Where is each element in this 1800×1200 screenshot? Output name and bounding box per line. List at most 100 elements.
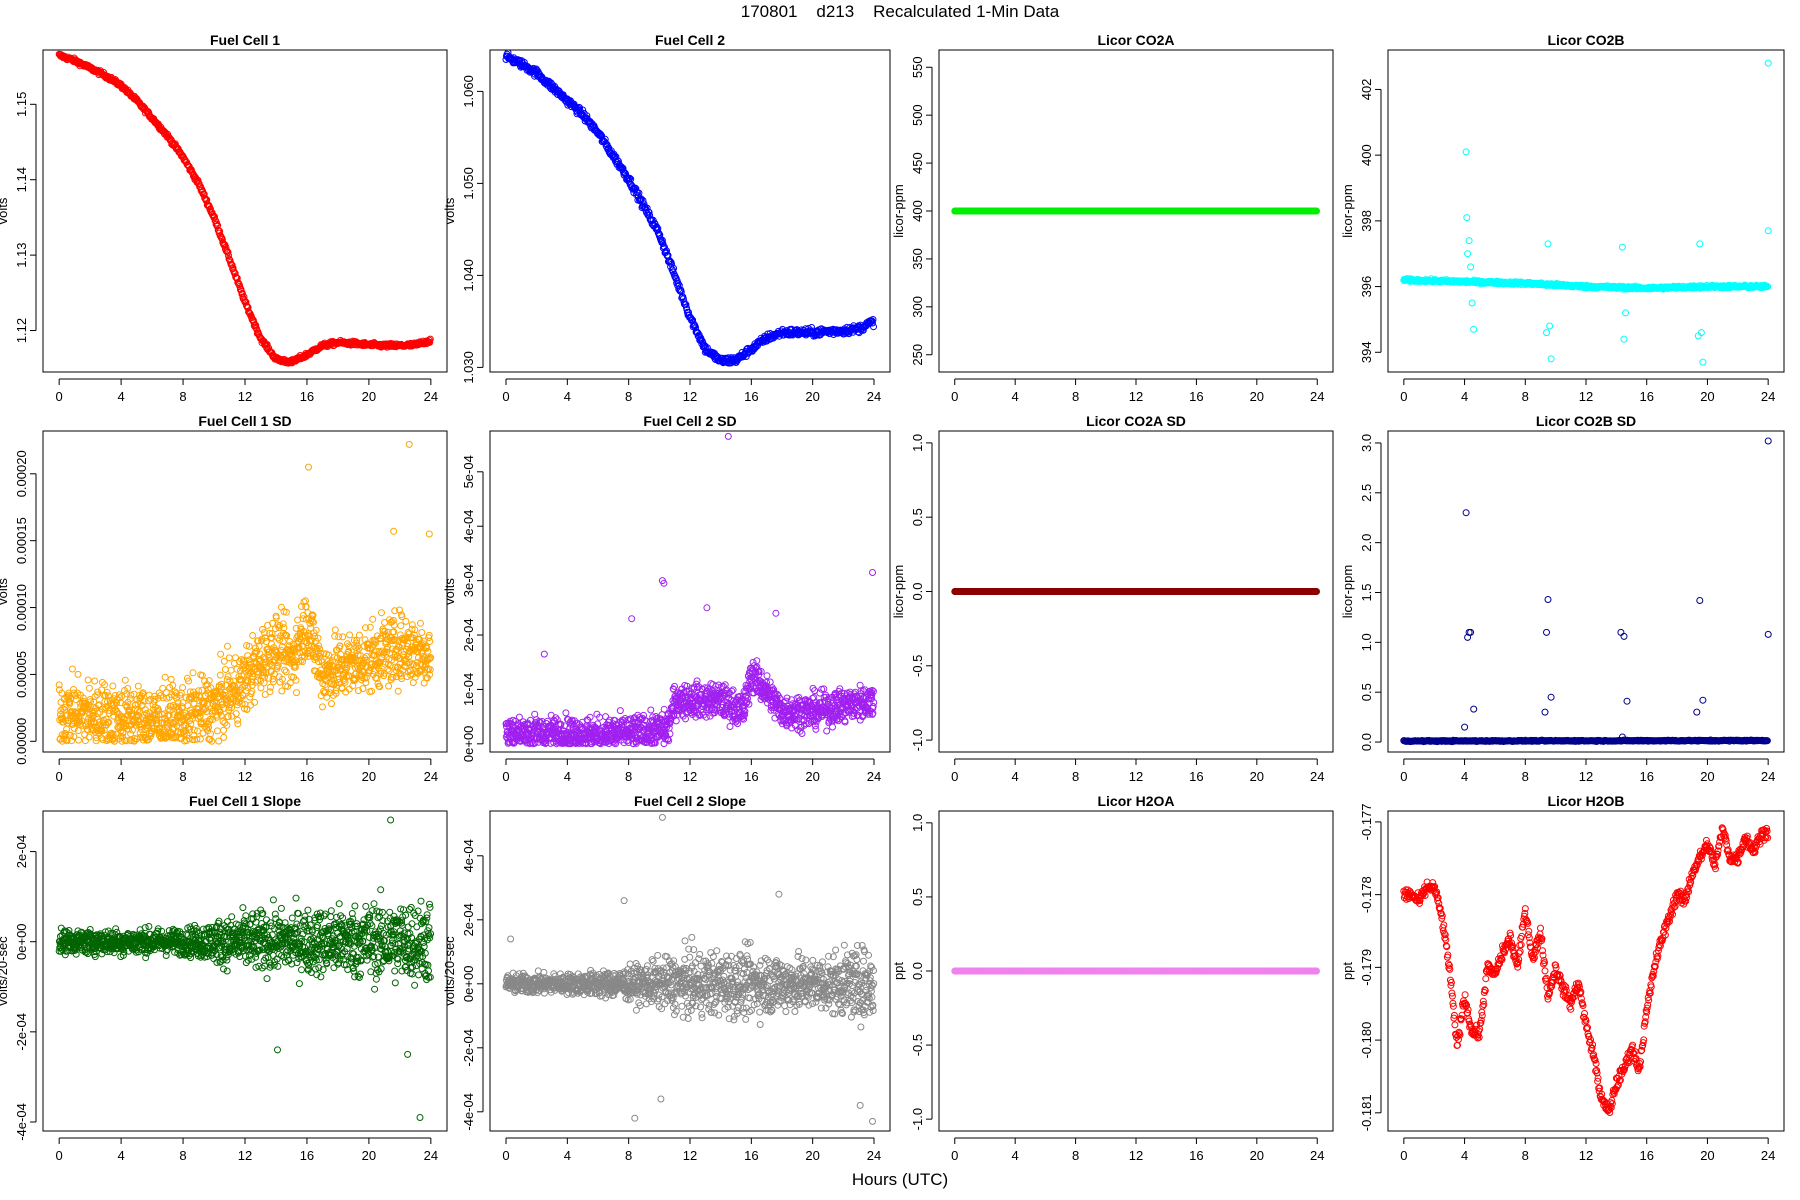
data-point: [101, 681, 109, 689]
x-tick-label: 4: [1461, 389, 1468, 404]
data-point: [269, 675, 277, 683]
data-point: [329, 671, 337, 679]
y-tick-label: 394: [1359, 341, 1374, 363]
data-point: [1697, 329, 1705, 337]
data-point: [385, 682, 393, 690]
data-point: [270, 657, 278, 665]
data-point: [372, 639, 380, 646]
data-point: [167, 675, 175, 683]
data-point: [353, 647, 361, 655]
data-point: [654, 225, 662, 233]
data-point: [167, 702, 175, 710]
data-point: [262, 668, 270, 676]
data-point: [79, 721, 87, 729]
data-point: [869, 319, 876, 327]
data-point: [249, 632, 257, 639]
data-point: [103, 688, 111, 696]
data-point: [276, 622, 284, 630]
data-point: [353, 639, 360, 647]
data-point: [396, 606, 403, 614]
data-point: [682, 301, 690, 309]
data-point: [405, 659, 413, 667]
data-point: [128, 726, 136, 734]
data-point: [354, 687, 362, 695]
data-point: [535, 717, 543, 725]
y-tick-label: 400: [1359, 144, 1374, 166]
data-point: [292, 676, 300, 684]
data-point: [74, 727, 82, 735]
data-point: [206, 715, 214, 723]
data-point: [310, 618, 317, 626]
data-point: [297, 657, 305, 664]
data-point: [369, 615, 377, 623]
y-tick-label: 1.040: [461, 259, 476, 292]
data-point: [391, 607, 399, 615]
data-point: [153, 707, 161, 715]
data-point: [224, 248, 232, 256]
data-point: [231, 654, 239, 662]
data-point: [217, 650, 225, 658]
data-point: [538, 718, 546, 725]
data-point: [362, 624, 369, 632]
data-point: [397, 622, 405, 630]
data-point: [345, 642, 353, 650]
data-point: [369, 670, 377, 678]
data-point: [328, 700, 335, 708]
data-point: [616, 707, 624, 715]
data-point: [113, 699, 120, 707]
data-point: [406, 666, 414, 674]
data-point: [189, 669, 197, 677]
x-tick-label: 24: [424, 389, 438, 404]
data-point: [378, 609, 385, 617]
data-point: [127, 730, 135, 738]
data-point: [258, 665, 266, 673]
data-point: [139, 689, 147, 697]
data-point: [140, 697, 148, 705]
data-point: [339, 633, 347, 641]
data-point: [370, 640, 378, 648]
x-tick-label: 8: [625, 389, 632, 404]
data-point: [279, 620, 287, 628]
x-tick-label: 12: [683, 389, 697, 404]
data-point: [274, 661, 282, 669]
x-tick-label: 0: [951, 389, 958, 404]
y-tick-label: 0.00010: [14, 584, 29, 631]
data-point: [87, 698, 94, 706]
x-axis: 0 4 8 12 16 20 24: [56, 378, 438, 404]
data-point: [376, 683, 384, 691]
data-point: [111, 737, 119, 745]
data-point: [254, 637, 262, 645]
data-point: [368, 687, 376, 695]
data-point: [332, 687, 340, 695]
x-tick-label: 8: [179, 769, 186, 784]
y-axis-label: volts: [0, 197, 10, 224]
data-point: [363, 656, 371, 664]
data-point: [157, 692, 165, 700]
data-point: [121, 676, 129, 684]
data-point: [205, 677, 213, 685]
data-point: [257, 677, 265, 685]
data-point: [233, 665, 241, 673]
data-point: [251, 644, 259, 652]
data-point: [331, 626, 339, 634]
data-point: [331, 653, 338, 661]
y-tick-label: 450: [910, 152, 925, 174]
y-tick-label: 1.14: [14, 167, 29, 192]
x-tick-label: 8: [1522, 389, 1529, 404]
data-point: [1764, 59, 1772, 67]
data-point: [662, 731, 670, 739]
data-point: [335, 633, 343, 641]
data-point: [390, 621, 398, 629]
data-point: [410, 631, 418, 639]
x-tick-label: 12: [1129, 389, 1143, 404]
x-tick-label: 16: [300, 769, 314, 784]
data-point: [105, 718, 113, 726]
data-point: [193, 735, 201, 743]
x-tick-label: 16: [744, 389, 758, 404]
data-point: [109, 682, 117, 690]
data-point: [171, 688, 179, 696]
x-tick-label: 20: [1700, 389, 1714, 404]
x-axis: 0 4 8 12 16 20 24: [56, 758, 438, 784]
